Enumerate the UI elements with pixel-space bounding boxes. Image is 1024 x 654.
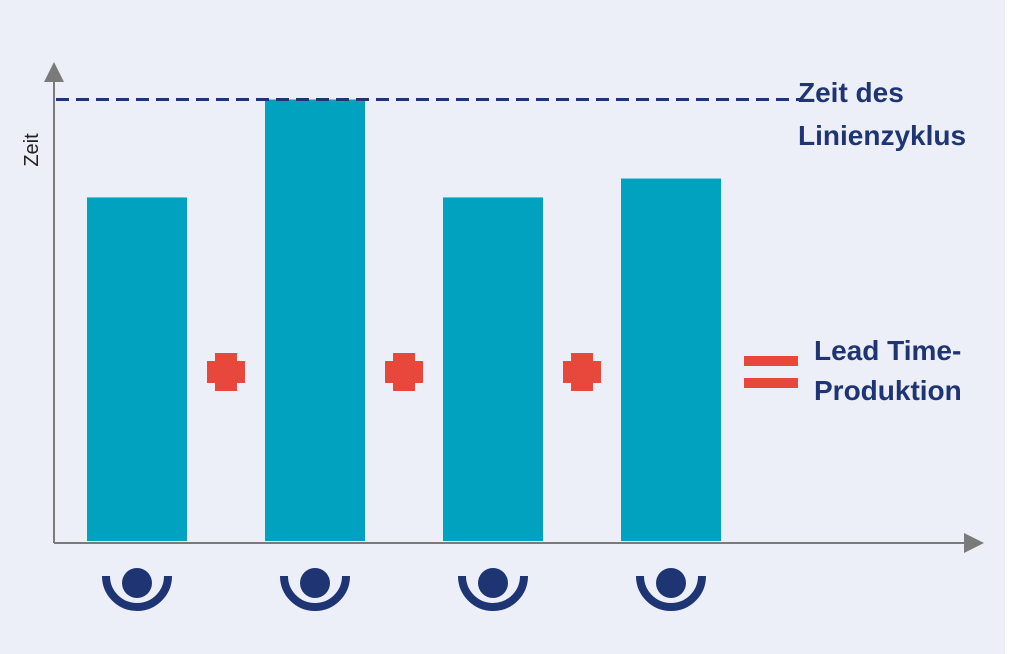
y-axis-label: Zeit: [21, 133, 43, 167]
reference-label-line2: Linienzyklus: [798, 120, 966, 151]
bar-1: [87, 197, 187, 541]
operator-icon: [284, 568, 346, 607]
bar-3: [443, 197, 543, 541]
operator-icon: [106, 568, 168, 607]
bar-4: [621, 179, 721, 541]
plus-icon: [563, 353, 601, 391]
result-label-line1: Lead Time-: [814, 335, 961, 366]
operator-icons: [106, 568, 702, 607]
equals-icon: [744, 356, 798, 388]
plus-icon: [207, 353, 245, 391]
result-label-line2: Produktion: [814, 375, 962, 406]
operator-icon: [462, 568, 524, 607]
reference-label-line1: Zeit des: [798, 77, 904, 108]
plus-icon: [385, 353, 423, 391]
bar-group: [87, 100, 721, 541]
operator-icon: [640, 568, 702, 607]
bar-2: [265, 100, 365, 541]
